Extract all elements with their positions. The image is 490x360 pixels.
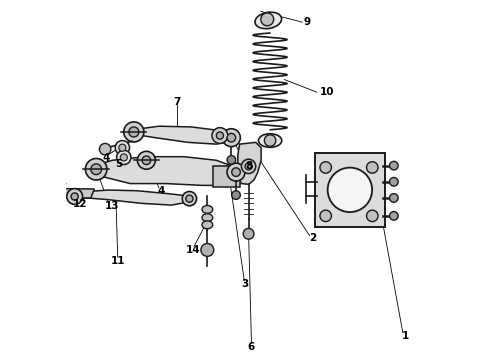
Text: 6: 6 (248, 342, 255, 352)
Circle shape (222, 129, 240, 147)
Circle shape (227, 156, 236, 164)
Ellipse shape (202, 214, 213, 222)
Polygon shape (238, 142, 261, 184)
Text: 13: 13 (104, 201, 119, 211)
Circle shape (115, 140, 129, 155)
Circle shape (137, 151, 155, 169)
Circle shape (186, 195, 193, 202)
Circle shape (320, 162, 331, 173)
Circle shape (85, 158, 107, 180)
Text: 1: 1 (402, 331, 409, 341)
Text: 2: 2 (309, 233, 316, 243)
Polygon shape (58, 189, 95, 198)
Circle shape (212, 128, 228, 143)
Circle shape (117, 150, 131, 165)
Circle shape (367, 162, 378, 173)
Circle shape (367, 210, 378, 222)
Circle shape (129, 127, 139, 137)
Circle shape (320, 210, 331, 222)
Circle shape (91, 164, 101, 175)
Circle shape (232, 168, 240, 176)
Ellipse shape (258, 134, 282, 147)
Circle shape (390, 161, 398, 170)
FancyBboxPatch shape (315, 153, 385, 226)
Polygon shape (132, 126, 232, 144)
Polygon shape (213, 166, 240, 187)
Circle shape (124, 122, 144, 142)
Circle shape (242, 159, 256, 174)
Circle shape (67, 189, 82, 204)
Ellipse shape (255, 12, 282, 29)
Text: 9: 9 (303, 17, 310, 27)
Text: 11: 11 (110, 256, 125, 266)
Text: 5: 5 (115, 159, 122, 169)
Circle shape (328, 168, 372, 212)
Ellipse shape (202, 206, 213, 213)
Text: 4: 4 (157, 186, 165, 196)
Circle shape (265, 135, 276, 146)
Circle shape (182, 192, 196, 206)
Ellipse shape (202, 221, 213, 229)
Circle shape (261, 13, 274, 26)
Circle shape (390, 194, 398, 202)
Circle shape (119, 144, 126, 151)
Circle shape (390, 177, 398, 186)
Text: 12: 12 (73, 199, 87, 210)
Circle shape (243, 228, 254, 239)
Text: 4: 4 (102, 153, 110, 163)
Circle shape (142, 156, 151, 165)
Circle shape (227, 163, 245, 181)
Text: 3: 3 (242, 279, 248, 289)
Text: 10: 10 (320, 87, 335, 97)
Circle shape (227, 134, 236, 142)
Circle shape (201, 243, 214, 256)
Polygon shape (71, 190, 191, 205)
Polygon shape (89, 157, 240, 185)
Text: 8: 8 (245, 161, 252, 171)
Circle shape (245, 163, 252, 170)
Text: 7: 7 (173, 97, 180, 107)
Circle shape (232, 191, 240, 199)
Text: 14: 14 (186, 245, 200, 255)
Circle shape (120, 154, 127, 161)
Circle shape (71, 193, 78, 200)
Circle shape (216, 132, 223, 139)
Circle shape (390, 212, 398, 220)
Circle shape (99, 143, 111, 155)
